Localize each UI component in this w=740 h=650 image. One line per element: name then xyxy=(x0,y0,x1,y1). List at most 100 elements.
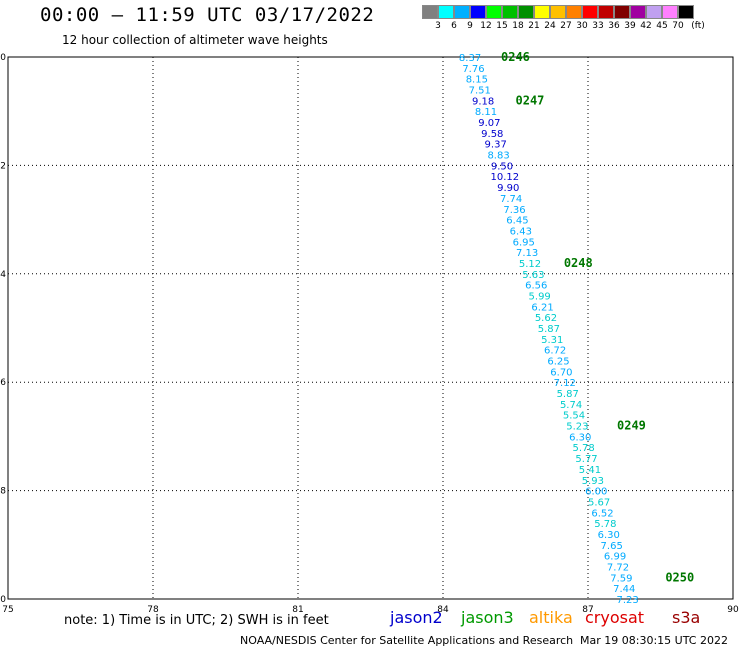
wave-height-label: 7.76 xyxy=(462,64,484,75)
color-swatch xyxy=(534,5,550,19)
color-scale-label: 18 xyxy=(512,21,524,31)
wave-height-label: 5.41 xyxy=(579,465,601,476)
color-swatch xyxy=(614,5,630,19)
wave-height-label: 7.36 xyxy=(503,205,525,216)
color-scale-label: 24 xyxy=(544,21,556,31)
chart-subtitle: 12 hour collection of altimeter wave hei… xyxy=(62,33,328,47)
legend-item-jason3: jason3 xyxy=(461,608,514,627)
legend-item-jason2: jason2 xyxy=(390,608,443,627)
y-tick-label: -10 xyxy=(0,595,6,605)
x-tick-label: 87 xyxy=(582,605,593,615)
wave-height-label: 5.67 xyxy=(588,497,610,508)
wave-height-label: 5.74 xyxy=(560,400,582,411)
color-scale-label: 42 xyxy=(640,21,652,31)
wave-height-label: 7.65 xyxy=(601,541,623,552)
wave-height-label: 6.95 xyxy=(513,237,535,248)
wave-height-label: 7.51 xyxy=(469,86,491,97)
color-swatch xyxy=(566,5,582,19)
plot-frame xyxy=(7,56,734,600)
x-tick-label: 90 xyxy=(727,605,739,615)
color-scale-label: 27 xyxy=(560,21,572,31)
color-swatch xyxy=(630,5,646,19)
color-scale-label: 33 xyxy=(592,21,604,31)
wave-height-label: 7.13 xyxy=(516,248,538,259)
wave-height-label: 8.11 xyxy=(475,107,497,118)
wave-height-label: 7.59 xyxy=(610,573,632,584)
time-label: 0246 xyxy=(501,50,530,64)
y-tick-label: 0 xyxy=(0,53,6,63)
footer-credit: NOAA/NESDIS Center for Satellite Applica… xyxy=(240,634,574,647)
color-scale-label: 3 xyxy=(435,21,441,31)
footer: NOAA/NESDIS Center for Satellite Applica… xyxy=(240,634,728,647)
wave-height-label: 7.74 xyxy=(500,194,522,205)
color-swatch xyxy=(470,5,486,19)
color-scale-label: 9 xyxy=(467,21,473,31)
color-swatch xyxy=(438,5,454,19)
wave-height-label: 8.37 xyxy=(459,53,481,64)
wave-height-label: 7.72 xyxy=(607,562,629,573)
wave-height-label: 5.77 xyxy=(575,454,597,465)
wave-height-label: 5.87 xyxy=(538,324,560,335)
chart-title: 00:00 – 11:59 UTC 03/17/2022 xyxy=(40,4,375,26)
wave-height-label: 6.72 xyxy=(544,346,566,357)
wave-height-label: 9.90 xyxy=(497,183,519,194)
color-swatch xyxy=(582,5,598,19)
time-label: 0247 xyxy=(516,93,545,107)
color-swatch xyxy=(598,5,614,19)
color-swatch xyxy=(518,5,534,19)
wave-height-label: 9.18 xyxy=(472,96,494,107)
x-tick-label: 81 xyxy=(292,605,303,615)
color-swatch xyxy=(678,5,694,19)
wave-height-label: 9.37 xyxy=(485,140,507,151)
wave-height-label: 5.87 xyxy=(557,389,579,400)
wave-height-label: 6.25 xyxy=(547,357,569,368)
wave-height-label: 9.07 xyxy=(478,118,500,129)
legend-item-s3a: s3a xyxy=(672,608,701,627)
color-scale-label: 21 xyxy=(528,21,540,31)
wave-height-label: 5.78 xyxy=(573,443,595,454)
color-scale-bar xyxy=(422,5,694,19)
time-label: 0248 xyxy=(564,256,593,270)
wave-height-label: 8.83 xyxy=(487,151,509,162)
wave-height-label: 5.99 xyxy=(529,291,551,302)
wave-height-label: 5.31 xyxy=(541,335,563,346)
wave-height-label: 5.62 xyxy=(535,313,557,324)
color-swatch xyxy=(646,5,662,19)
wave-height-label: 6.00 xyxy=(585,487,607,498)
wave-height-label: 5.93 xyxy=(582,476,604,487)
wave-height-label: 5.63 xyxy=(522,270,544,281)
wave-height-label: 5.54 xyxy=(563,411,585,422)
x-tick-label: 75 xyxy=(2,605,13,615)
color-scale-label: 70 xyxy=(672,21,684,31)
wave-height-label: 6.45 xyxy=(506,216,528,227)
x-tick-label: 78 xyxy=(147,605,159,615)
legend-item-altika: altika xyxy=(529,608,573,627)
color-scale-label: 36 xyxy=(608,21,620,31)
color-scale-label: 6 xyxy=(451,21,457,31)
color-swatch xyxy=(422,5,438,19)
color-swatch xyxy=(502,5,518,19)
wave-height-label: 6.99 xyxy=(604,552,626,563)
y-tick-label: -4 xyxy=(0,270,6,280)
footer-timestamp: Mar 19 08:30:15 UTC 2022 xyxy=(580,634,728,647)
time-label: 0249 xyxy=(617,419,646,433)
wave-height-label: 7.44 xyxy=(613,584,635,595)
wave-height-label: 5.12 xyxy=(519,259,541,270)
wave-height-label: 8.15 xyxy=(466,75,488,86)
wave-height-label: 6.21 xyxy=(531,302,553,313)
color-scale-label: (ft) xyxy=(691,21,705,31)
wave-height-label: 10.12 xyxy=(491,172,520,183)
wave-height-label: 7.23 xyxy=(617,595,639,606)
y-tick-label: -6 xyxy=(0,378,6,388)
color-swatch xyxy=(454,5,470,19)
color-scale-label: 39 xyxy=(624,21,636,31)
wave-height-label: 6.70 xyxy=(550,367,572,378)
wave-height-label: 6.43 xyxy=(510,226,532,237)
wave-height-label: 9.58 xyxy=(481,129,503,140)
wave-height-label: 5.78 xyxy=(594,519,616,530)
wave-height-label: 5.23 xyxy=(566,422,588,433)
wave-height-label: 6.52 xyxy=(591,508,613,519)
color-scale-label: 15 xyxy=(496,21,508,31)
time-label: 0250 xyxy=(665,570,694,584)
